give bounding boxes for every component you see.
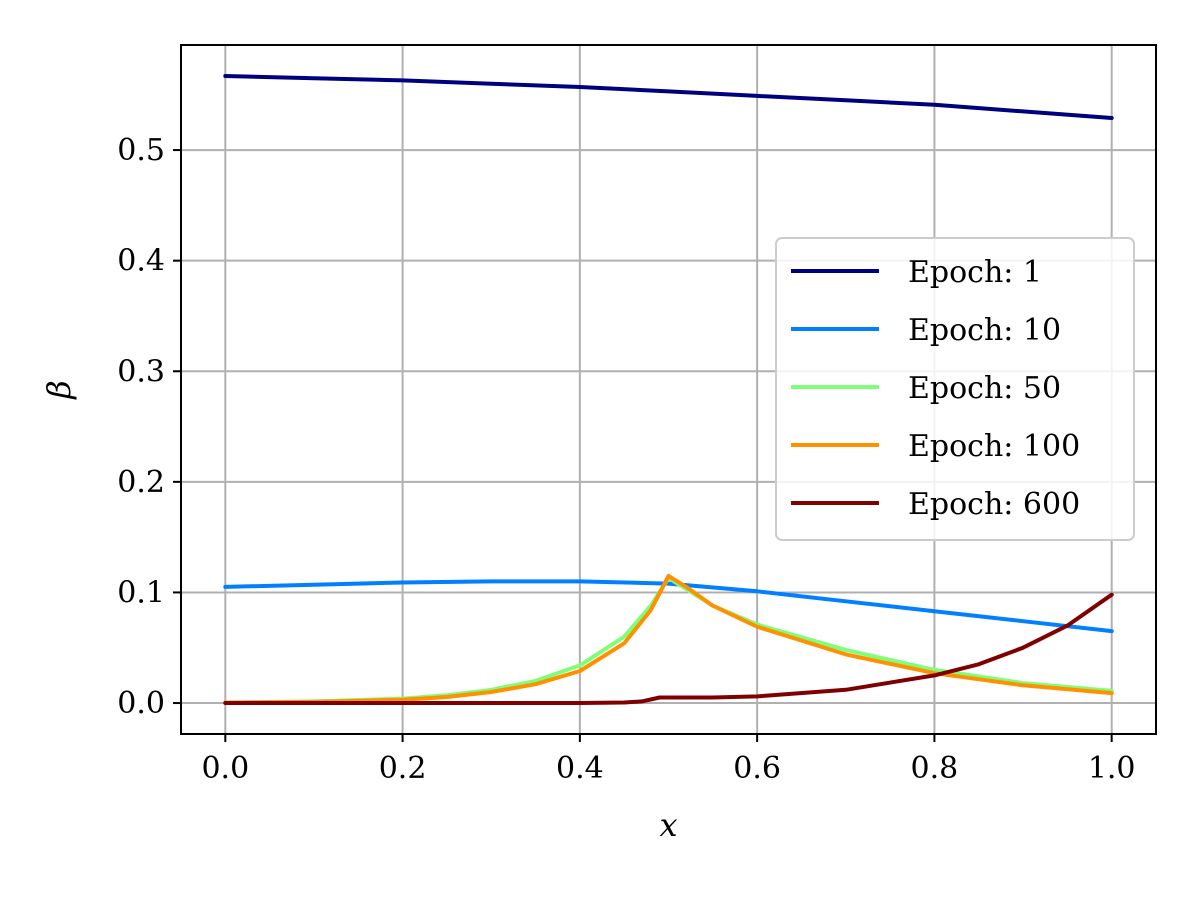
series-line-5	[223, 592, 1114, 705]
x-tick-label: 0.8	[911, 751, 959, 786]
legend-label: Epoch: 600	[908, 487, 1080, 522]
y-tick-label: 0.3	[117, 354, 165, 389]
series-line-1	[223, 74, 1114, 120]
x-axis-label: x	[659, 806, 677, 844]
x-tick-label: 0.4	[556, 751, 604, 786]
series-line-2	[223, 579, 1114, 634]
legend-label: Epoch: 1	[908, 255, 1042, 290]
plot-frame	[180, 44, 1157, 735]
y-tick-label: 0.5	[117, 133, 165, 168]
y-tick-label: 0.4	[117, 244, 165, 279]
y-axis-label: β	[40, 380, 78, 400]
y-tick-label: 0.0	[117, 686, 165, 721]
legend-box	[775, 237, 1135, 541]
y-tick-label: 0.2	[117, 465, 165, 500]
legend-label: Epoch: 100	[908, 429, 1080, 464]
x-tick-label: 0.6	[733, 751, 781, 786]
series-line-4	[223, 573, 1114, 705]
axis-ticks: 0.0 0.2 0.4 0.6 0.8 1.0 0.0 0.1 0.2 0.3 0.4 0.5	[117, 133, 1135, 786]
legend-label: Epoch: 10	[908, 313, 1061, 348]
y-tick-label: 0.1	[117, 575, 165, 610]
x-tick-label: 0.2	[379, 751, 427, 786]
x-tick-label: 1.0	[1088, 751, 1136, 786]
legend: Epoch: 1 Epoch: 10 Epoch: 50 Epoch: 100 Epoc…	[775, 237, 1135, 541]
legend-label: Epoch: 50	[908, 371, 1061, 406]
x-tick-label: 0.0	[201, 751, 249, 786]
series-lines	[223, 74, 1114, 705]
